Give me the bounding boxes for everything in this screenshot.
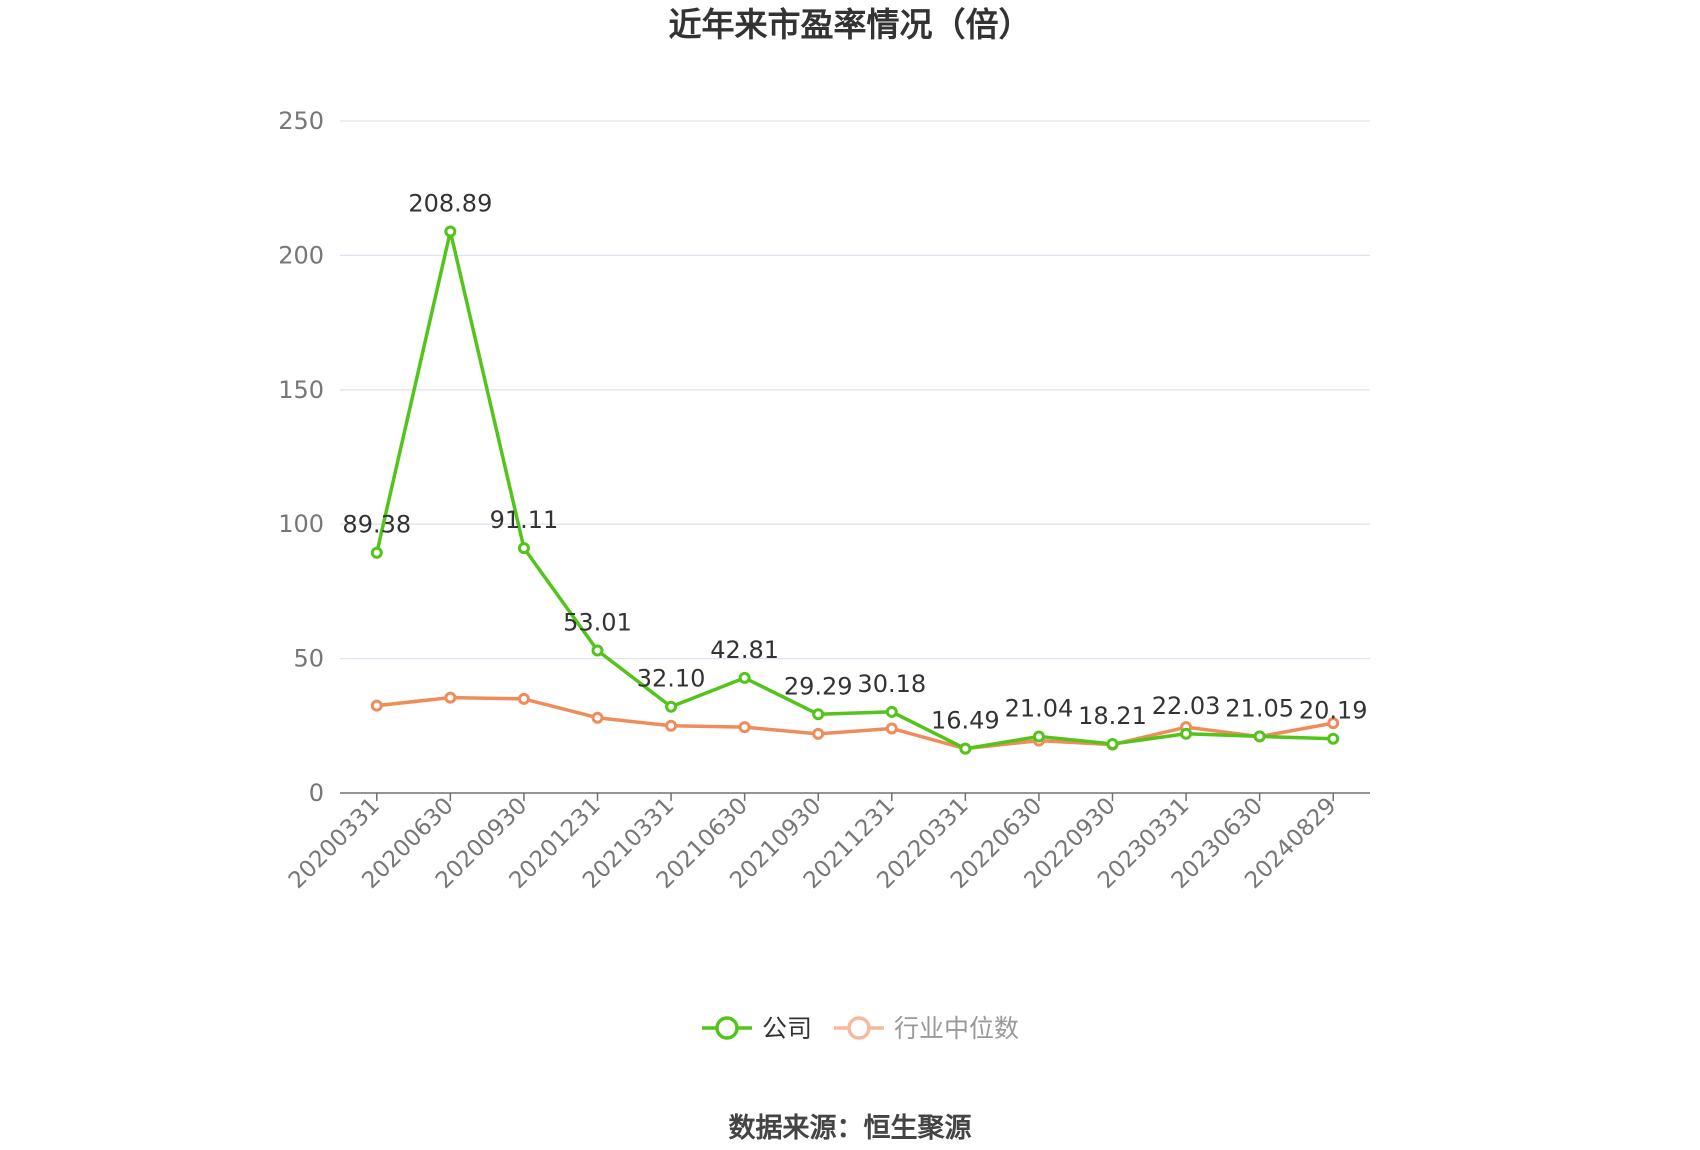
data-label: 208.89: [408, 190, 492, 218]
data-label: 53.01: [563, 609, 632, 637]
series-point-1: [370, 699, 383, 712]
series-point-0: [1327, 732, 1340, 745]
series-point-0: [885, 705, 898, 718]
y-axis: 0 50 100 150 200 250: [278, 107, 324, 807]
data-label: 42.81: [710, 636, 779, 664]
grid: [340, 120, 1370, 660]
series-point-1: [812, 727, 825, 740]
data-label: 18.21: [1078, 702, 1147, 730]
series-point-0: [591, 644, 604, 657]
series-point-0: [812, 708, 825, 721]
source-note: 数据来源：恒生聚源: [729, 1113, 972, 1144]
data-label: 29.29: [784, 672, 853, 700]
data-label: 32.10: [637, 665, 706, 693]
series-point-0: [665, 700, 678, 713]
legend-marker: [715, 1016, 739, 1040]
series-line-1: [376, 695, 1334, 751]
x-axis: 2020033120200630202009302020123120210331…: [284, 792, 1370, 894]
data-label: 21.04: [1005, 694, 1074, 722]
y-tick-label: 100: [278, 510, 324, 538]
y-tick-label: 250: [278, 107, 324, 135]
y-tick-label: 50: [293, 645, 324, 673]
data-label: 30.18: [857, 670, 926, 698]
series-point-1: [665, 719, 678, 732]
series-point-1: [444, 691, 457, 704]
series-point-0: [370, 546, 383, 559]
y-tick-label: 200: [278, 241, 324, 269]
series-point-0: [1253, 730, 1266, 743]
series-group: [370, 225, 1340, 755]
data-label: 16.49: [931, 707, 1000, 735]
data-label: 89.38: [342, 511, 411, 539]
y-tick-label: 150: [278, 376, 324, 404]
series-point-1: [885, 722, 898, 735]
series-point-0: [959, 742, 972, 755]
series-point-0: [444, 225, 457, 238]
legend-item-company[interactable]: 公司: [702, 1014, 812, 1043]
series-point-0: [1032, 730, 1045, 743]
y-tick-label: 0: [309, 779, 324, 807]
legend-marker: [847, 1016, 871, 1040]
data-label: 91.11: [490, 506, 559, 534]
series-point-1: [1327, 717, 1340, 730]
series-point-0: [1180, 727, 1193, 740]
series-point-0: [1106, 738, 1119, 751]
legend-label: 行业中位数: [894, 1014, 1019, 1043]
series-point-1: [517, 692, 530, 705]
series-point-1: [591, 711, 604, 724]
chart-title: 近年来市盈率情况（倍）: [669, 5, 1032, 44]
legend-item-industry[interactable]: 行业中位数: [834, 1014, 1019, 1043]
data-label: 21.05: [1225, 694, 1294, 722]
series-point-0: [517, 542, 530, 555]
series-point-1: [738, 721, 751, 734]
legend[interactable]: 公司 行业中位数: [702, 1014, 1019, 1043]
data-label: 20.19: [1299, 697, 1368, 725]
series-line-0: [375, 229, 1334, 751]
series-point-0: [738, 671, 751, 684]
data-label: 22.03: [1152, 692, 1221, 720]
legend-label: 公司: [762, 1014, 812, 1043]
